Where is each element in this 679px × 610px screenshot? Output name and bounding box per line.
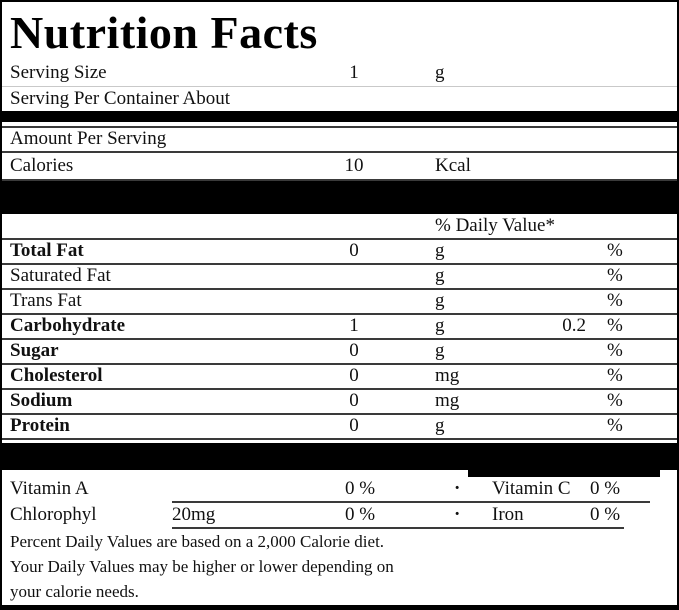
nutrient-row-sodium: Sodium 0 mg % <box>2 390 677 415</box>
page-title: Nutrition Facts <box>10 7 318 58</box>
vitamin-label: Vitamin A <box>10 478 89 499</box>
dot-separator: · <box>454 504 461 525</box>
nutrient-label: Total Fat <box>10 240 84 261</box>
nutrient-value: 0 <box>349 340 359 361</box>
amount-section: Amount Per Serving Calories 10 Kcal <box>2 126 677 181</box>
nutrient-dv: 0.2 <box>562 315 586 336</box>
partial-rule <box>172 527 624 529</box>
nutrient-label: Carbohydrate <box>10 315 126 336</box>
daily-value-header-row: % Daily Value* <box>2 214 677 240</box>
nutrient-label: Sodium <box>10 390 73 411</box>
divider-bar-thick <box>2 181 677 214</box>
nutrient-label: Cholesterol <box>10 365 103 386</box>
nutrient-value: 0 <box>349 365 359 386</box>
footnote-line-3: your calorie needs. <box>10 582 139 601</box>
nutrient-row-saturated-fat: Saturated Fat g % <box>2 265 677 290</box>
serving-size-unit: g <box>435 62 445 83</box>
nutrient-value: 0 <box>349 390 359 411</box>
nutrient-row-protein: Protein 0 g % <box>2 415 677 440</box>
calories-label: Calories <box>10 155 74 176</box>
nutrient-pct-sign: % <box>607 365 623 386</box>
nutrient-label: Sugar <box>10 340 59 361</box>
serving-size-label: Serving Size <box>10 62 107 83</box>
serving-per-container-row: Serving Per Container About <box>2 87 677 111</box>
vitamin-pct-2: 0 % <box>590 478 621 499</box>
footnote: Percent Daily Values are based on a 2,00… <box>2 529 677 604</box>
vitamin-pct: 0 % <box>344 478 376 499</box>
nutrient-pct-sign: % <box>607 290 623 311</box>
amount-per-serving-label: Amount Per Serving <box>10 128 167 149</box>
nutrient-row-carbohydrate: Carbohydrate 1 g 0.2 % <box>2 315 677 340</box>
nutrient-unit: g <box>435 340 445 361</box>
nutrient-pct-sign: % <box>607 315 623 336</box>
dot-separator: · <box>454 478 461 499</box>
nutrient-unit: g <box>435 290 445 311</box>
serving-size-row: Serving Size 1 g <box>2 60 677 87</box>
vitamin-label: Chlorophyl <box>10 504 97 525</box>
vitamin-pct-2: 0 % <box>590 504 621 525</box>
nutrient-row-trans-fat: Trans Fat g % <box>2 290 677 315</box>
amount-per-serving-row: Amount Per Serving <box>2 128 677 153</box>
divider-bar-fragment <box>468 470 660 477</box>
footnote-line-2: Your Daily Values may be higher or lower… <box>10 557 394 576</box>
vitamin-pct: 0 % <box>344 504 376 525</box>
nutrient-value: 1 <box>349 315 359 336</box>
nutrient-label: Saturated Fat <box>10 265 111 286</box>
nutrient-unit: mg <box>435 365 460 386</box>
divider-bar-thin <box>2 111 677 122</box>
partial-rule <box>172 501 650 503</box>
nutrient-pct-sign: % <box>607 240 623 261</box>
vitamin-label-2: Vitamin C <box>492 478 571 499</box>
vitamin-row-chlorophyl: Chlorophyl 20mg 0 % · Iron 0 % <box>2 503 677 529</box>
nutrient-unit: mg <box>435 390 460 411</box>
nutrient-unit: g <box>435 265 445 286</box>
nutrient-pct-sign: % <box>607 390 623 411</box>
vitamin-label-2: Iron <box>492 504 524 525</box>
nutrient-value: 0 <box>349 415 359 436</box>
nutrient-unit: g <box>435 315 445 336</box>
nutrient-pct-sign: % <box>607 265 623 286</box>
nutrient-label: Protein <box>10 415 70 436</box>
daily-value-header: % Daily Value* <box>435 215 555 236</box>
nutrient-value: 0 <box>349 240 359 261</box>
nutrient-pct-sign: % <box>607 340 623 361</box>
nutrient-row-total-fat: Total Fat 0 g % <box>2 240 677 265</box>
divider-bar-thick-bottom <box>2 443 677 470</box>
calories-unit: Kcal <box>435 155 471 176</box>
footnote-line-1: Percent Daily Values are based on a 2,00… <box>10 532 385 551</box>
nutrient-pct-sign: % <box>607 415 623 436</box>
nutrient-unit: g <box>435 415 445 436</box>
serving-size-value: 1 <box>349 62 359 83</box>
vitamin-row-a: Vitamin A 0 % · Vitamin C 0 % <box>2 477 677 503</box>
nutrient-row-sugar: Sugar 0 g % <box>2 340 677 365</box>
vitamin-amount: 20mg <box>172 504 216 525</box>
calories-row: Calories 10 Kcal <box>2 153 677 181</box>
nutrient-row-cholesterol: Cholesterol 0 mg % <box>2 365 677 390</box>
nutrient-unit: g <box>435 240 445 261</box>
calories-value: 10 <box>344 155 364 176</box>
nutrient-label: Trans Fat <box>10 290 82 311</box>
serving-per-container-label: Serving Per Container About <box>10 88 231 109</box>
